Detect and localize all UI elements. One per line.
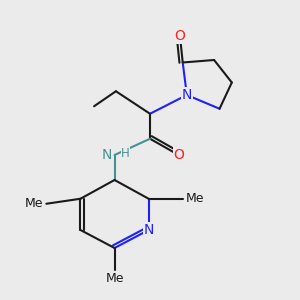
- Text: Me: Me: [25, 197, 44, 210]
- Text: Me: Me: [185, 192, 204, 205]
- Text: O: O: [173, 148, 184, 162]
- Text: N: N: [143, 223, 154, 237]
- Text: Me: Me: [105, 272, 124, 286]
- Text: N: N: [182, 88, 192, 102]
- Text: O: O: [175, 29, 185, 43]
- Text: H: H: [122, 147, 130, 160]
- Text: N: N: [101, 148, 112, 162]
